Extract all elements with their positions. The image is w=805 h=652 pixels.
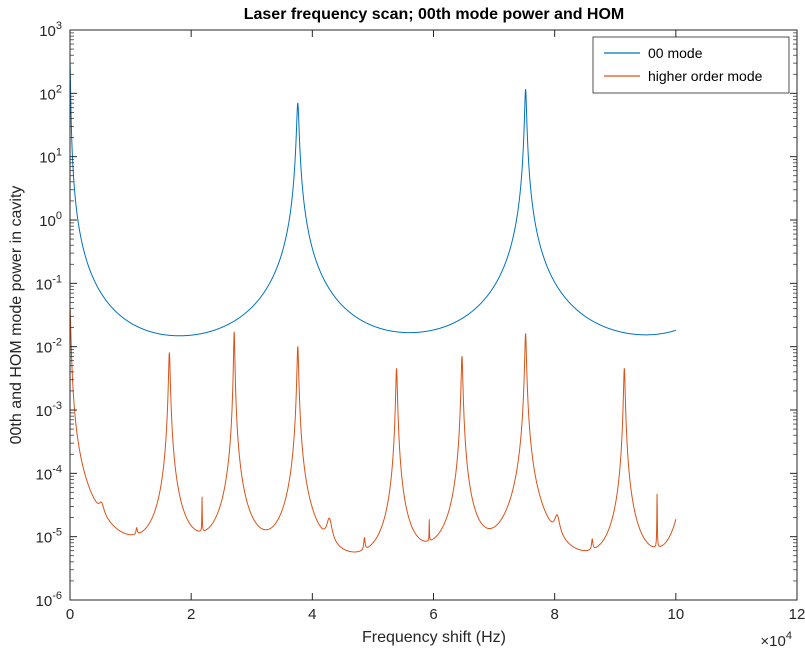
x-tick-label: 10 xyxy=(667,606,684,623)
y-tick-label: 103 xyxy=(39,20,62,40)
series-line-00-mode xyxy=(70,63,677,337)
y-tick-label: 10-1 xyxy=(36,273,62,293)
y-tick-label: 10-3 xyxy=(36,400,62,420)
legend: 00 mode higher order mode xyxy=(592,36,790,94)
x-axis-multiplier: ×104 xyxy=(760,630,792,650)
y-axis: 10-6 10-5 10-4 10-3 10-2 10-1 100 101 102 103 xyxy=(36,20,797,610)
x-tick-label: 2 xyxy=(187,606,195,623)
x-axis: 0 2 4 6 8 10 12 xyxy=(66,30,805,623)
y-tick-label: 100 xyxy=(39,210,62,230)
x-tick-label: 6 xyxy=(429,606,437,623)
x-tick-label: 12 xyxy=(789,606,805,623)
legend-label-00-mode: 00 mode xyxy=(648,45,703,61)
x-tick-label: 8 xyxy=(550,606,558,623)
y-tick-label: 101 xyxy=(39,147,62,167)
series-line-higher-order-mode xyxy=(70,308,677,553)
legend-box xyxy=(592,36,790,94)
y-tick-label: 10-5 xyxy=(36,527,62,547)
y-axis-label: 00th and HOM mode power in cavity xyxy=(8,186,25,445)
series-layer xyxy=(70,63,677,553)
x-tick-label: 4 xyxy=(308,606,316,623)
x-axis-multiplier-base: ×10 xyxy=(760,633,785,650)
chart-title: Laser frequency scan; 00th mode power an… xyxy=(244,6,625,23)
x-axis-label: Frequency shift (Hz) xyxy=(362,629,506,646)
legend-label-higher-order-mode: higher order mode xyxy=(648,68,763,84)
x-tick-label: 0 xyxy=(66,606,74,623)
x-axis-multiplier-exponent: 4 xyxy=(786,630,792,642)
y-tick-label: 10-4 xyxy=(36,463,62,483)
y-tick-label: 102 xyxy=(39,83,62,103)
y-tick-label: 10-2 xyxy=(36,337,62,357)
y-tick-label: 10-6 xyxy=(36,590,62,610)
